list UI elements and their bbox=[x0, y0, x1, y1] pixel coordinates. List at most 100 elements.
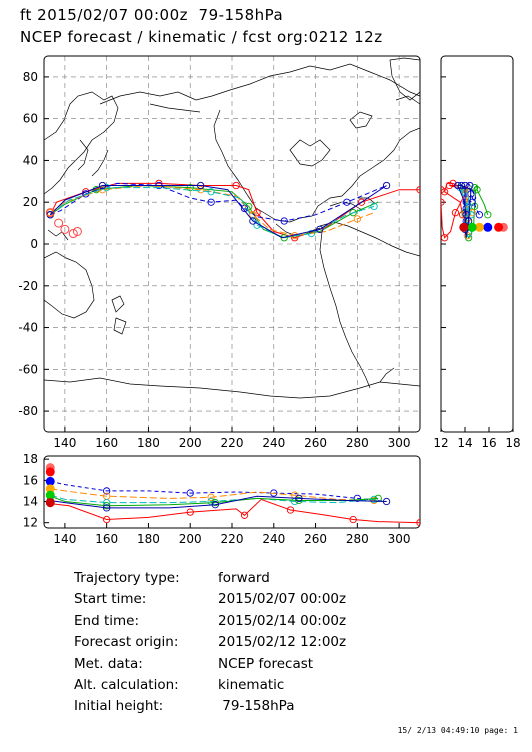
info-value: 2015/02/07 00:00z bbox=[218, 591, 347, 608]
trajectory-marker bbox=[103, 502, 111, 510]
trajectory-marker bbox=[449, 179, 457, 188]
trajectory-marker bbox=[470, 183, 479, 192]
trajectory-info-table: Trajectory type: forward Start time: 2015/… bbox=[74, 568, 346, 718]
x-tick-label: 300 bbox=[388, 436, 411, 450]
trajectory-line bbox=[50, 480, 387, 502]
latitude-panel-trajectories bbox=[441, 179, 492, 242]
info-row: End time: 2015/02/14 00:00z bbox=[74, 611, 346, 632]
trajectory-marker bbox=[103, 504, 111, 512]
trajectory-marker bbox=[207, 188, 215, 196]
trajectory-marker bbox=[467, 211, 475, 219]
trajectory-marker bbox=[186, 508, 194, 516]
start-marker bbox=[60, 224, 70, 234]
x-tick-label: 300 bbox=[388, 532, 411, 546]
trajectory-marker bbox=[295, 496, 303, 505]
info-label: Trajectory type: bbox=[74, 570, 180, 586]
info-row: Alt. calculation: kinematic bbox=[74, 675, 346, 696]
trajectory-marker bbox=[441, 198, 445, 206]
info-value: NCEP forecast bbox=[218, 655, 314, 672]
trajectory-marker bbox=[445, 181, 454, 190]
trajectory-marker bbox=[462, 211, 470, 219]
x-tick-label: 160 bbox=[95, 436, 118, 450]
trajectory-marker bbox=[307, 229, 316, 238]
info-label: End time: bbox=[74, 612, 139, 629]
trajectory-marker bbox=[253, 209, 261, 217]
y-tick-label: 20 bbox=[23, 195, 38, 209]
trajectory-marker bbox=[382, 181, 391, 190]
x-tick-label: 280 bbox=[346, 436, 369, 450]
trajectory-marker bbox=[232, 181, 240, 190]
x-tick-label: 140 bbox=[53, 532, 76, 546]
trajectory-line bbox=[50, 498, 420, 524]
trajectory-marker bbox=[353, 215, 361, 223]
x-tick-label: 280 bbox=[346, 532, 369, 546]
x-tick-label: 200 bbox=[179, 436, 202, 450]
x-tick-label: 260 bbox=[304, 532, 327, 546]
trajectory-marker bbox=[186, 183, 194, 192]
footer-timestamp: 15/ 2/13 04:49:10 page: 1 bbox=[397, 726, 518, 735]
y-tick-label: -20 bbox=[18, 279, 38, 293]
trajectory-marker bbox=[484, 211, 492, 219]
y-tick-label: 16 bbox=[23, 473, 38, 487]
start-marker bbox=[45, 490, 55, 500]
title-line-2: NCEP forecast / kinematic / fcst org:021… bbox=[20, 28, 383, 46]
y-tick-label: -60 bbox=[18, 362, 38, 376]
trajectory-marker bbox=[473, 186, 481, 194]
trajectory-marker bbox=[441, 188, 449, 196]
y-tick-label: 18 bbox=[23, 452, 38, 466]
trajectory-marker bbox=[343, 198, 351, 206]
y-tick-label: 0 bbox=[30, 237, 38, 251]
start-marker bbox=[467, 222, 477, 232]
info-label: Met. data: bbox=[74, 655, 143, 672]
x-tick-label: 180 bbox=[137, 532, 160, 546]
start-marker bbox=[459, 222, 469, 232]
x-tick-label: 18 bbox=[505, 436, 520, 450]
trajectory-marker bbox=[475, 211, 484, 219]
trajectory-marker bbox=[382, 497, 391, 506]
y-tick-label: 12 bbox=[23, 516, 38, 530]
start-marker bbox=[72, 226, 82, 236]
x-tick-label: 14 bbox=[457, 436, 472, 450]
trajectory-marker bbox=[441, 186, 445, 194]
trajectory-line bbox=[49, 182, 420, 239]
start-markers bbox=[45, 208, 508, 508]
y-tick-label: 60 bbox=[23, 112, 38, 126]
info-value: kinematic bbox=[218, 676, 285, 693]
x-tick-label: 240 bbox=[262, 532, 285, 546]
trajectory-marker bbox=[454, 181, 462, 190]
start-marker bbox=[45, 467, 55, 477]
x-tick-label: 200 bbox=[179, 532, 202, 546]
info-label: Start time: bbox=[74, 591, 147, 608]
trajectory-marker bbox=[207, 198, 215, 206]
trajectory-marker bbox=[286, 506, 295, 514]
info-row: Trajectory type: forward bbox=[74, 568, 346, 589]
trajectory-marker bbox=[280, 217, 288, 225]
trajectory-line bbox=[50, 494, 375, 504]
info-label: Initial height: bbox=[74, 698, 164, 715]
start-marker bbox=[483, 222, 493, 232]
trajectory-line bbox=[50, 495, 387, 509]
x-tick-label: 180 bbox=[137, 436, 160, 450]
start-marker bbox=[45, 498, 55, 508]
x-tick-label: 12 bbox=[433, 436, 448, 450]
info-row: Initial height: 79-158hPa bbox=[74, 696, 346, 717]
map-trajectories bbox=[46, 179, 420, 242]
trajectory-marker bbox=[207, 493, 215, 501]
map-y-axis: -80 -60 -40 -20 0 20 40 60 80 bbox=[18, 70, 49, 418]
start-marker bbox=[494, 222, 504, 232]
height-panel-x-axis: 140 160 180 200 220 240 260 280 300 bbox=[53, 523, 411, 546]
trajectory-marker bbox=[103, 487, 111, 495]
y-tick-label: 40 bbox=[23, 153, 38, 167]
x-tick-label: 220 bbox=[221, 532, 244, 546]
trajectory-marker bbox=[197, 181, 205, 190]
info-row: Met. data: NCEP forecast bbox=[74, 654, 346, 675]
trajectory-marker bbox=[197, 186, 205, 194]
trajectory-marker bbox=[186, 489, 194, 497]
y-tick-label: -40 bbox=[18, 321, 38, 335]
info-value: 2015/02/12 12:00z bbox=[218, 634, 347, 651]
x-tick-label: 260 bbox=[304, 436, 327, 450]
trajectory-marker bbox=[280, 234, 288, 242]
trajectory-line bbox=[50, 495, 379, 507]
title-line-1: ft 2015/02/07 00:00z 79-158hPa bbox=[20, 6, 284, 24]
height-panel-trajectories bbox=[46, 477, 420, 527]
